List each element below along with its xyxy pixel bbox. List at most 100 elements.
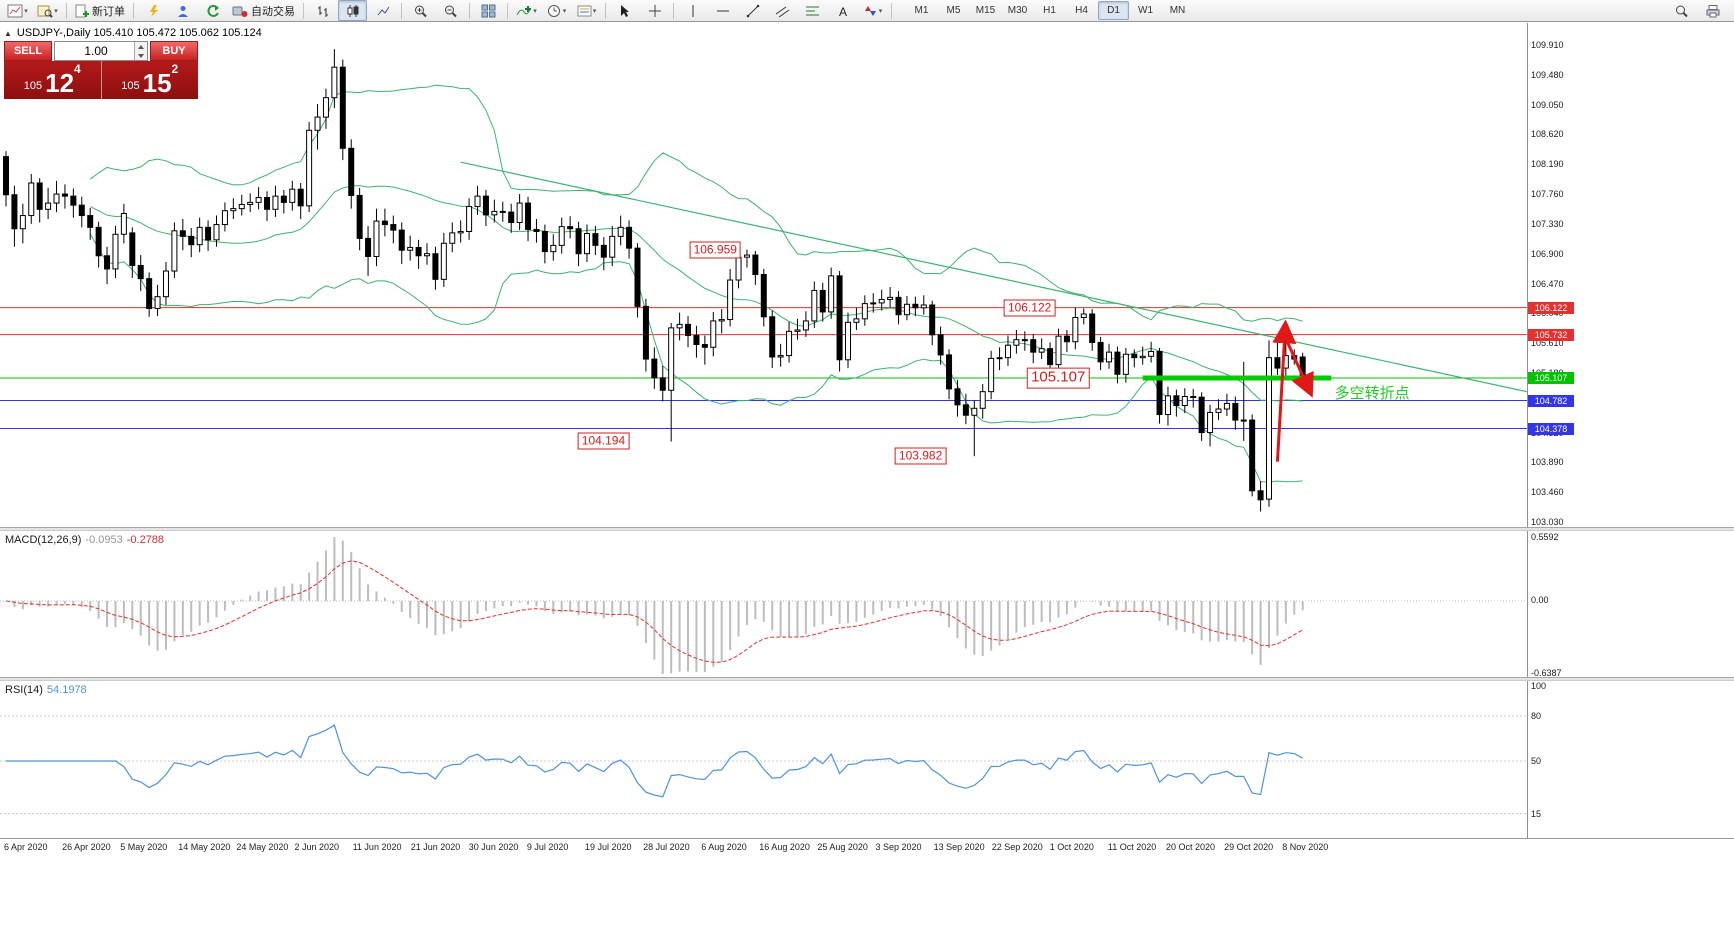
arrows-tool-icon — [864, 5, 876, 16]
timeframe-button-mn[interactable]: MN — [1169, 5, 1186, 16]
timeframe-button-h1[interactable]: H1 — [1043, 5, 1056, 16]
chart-annotation[interactable]: 106.122 — [1003, 299, 1056, 317]
refresh-icon — [206, 4, 219, 17]
search-button[interactable] — [1667, 0, 1696, 21]
toolbar-separator — [507, 2, 508, 19]
tile-windows-button[interactable] — [474, 0, 503, 21]
chart-plot-area[interactable] — [0, 23, 1527, 527]
zoom-in-button[interactable] — [406, 0, 435, 21]
panel-divider[interactable] — [0, 677, 1734, 681]
price-line-label: 105.732 — [1528, 328, 1574, 341]
time-axis[interactable]: 6 Apr 2020 26 Apr 2020 5 May 2020 14 May 20… — [0, 838, 1734, 857]
rsi-scale-label: 80 — [1531, 711, 1542, 721]
trendline-icon — [746, 4, 759, 17]
toolbar-separator — [469, 2, 470, 19]
periods-button[interactable]: ▾ — [542, 0, 571, 21]
rsi-scale-label: 15 — [1531, 808, 1542, 819]
y-axis-tick: 103.030 — [1531, 517, 1564, 527]
timeframe-button-h4[interactable]: H4 — [1075, 5, 1088, 16]
one-click-collapse-toggle[interactable]: ▲ — [4, 29, 12, 38]
sell-price-display[interactable]: 105 12 4 — [4, 61, 102, 99]
timeframe-button-w1[interactable]: W1 — [1138, 5, 1153, 16]
x-axis-label: 3 Sep 2020 — [875, 842, 922, 852]
chart-annotation[interactable]: 105.107 — [1027, 367, 1090, 389]
x-axis-label: 11 Jun 2020 — [352, 842, 402, 852]
bar-chart-icon — [317, 5, 328, 17]
bar-chart-button[interactable] — [308, 0, 337, 21]
arrows-tool-button[interactable]: ▾ — [858, 0, 887, 21]
svg-text:A: A — [839, 5, 847, 18]
profiles-icon — [37, 5, 53, 18]
sell-button[interactable]: SELL — [4, 41, 52, 61]
symbol-ohlc-text: USDJPY-,Daily 105.410 105.472 105.062 10… — [16, 27, 262, 39]
new-chart-button[interactable]: ▾ — [3, 0, 32, 21]
spinner-up-icon[interactable] — [135, 42, 147, 51]
rsi-scale-label: 50 — [1531, 756, 1542, 766]
channel-button[interactable] — [768, 0, 797, 21]
timeframe-button-m5[interactable]: M5 — [946, 5, 961, 16]
chevron-down-icon: ▾ — [24, 7, 28, 15]
crosshair-button[interactable] — [640, 0, 669, 21]
print-button[interactable] — [1698, 0, 1727, 21]
chart-annotation[interactable]: 104.194 — [577, 432, 630, 450]
toolbar-separator — [673, 2, 674, 19]
refresh-button[interactable] — [198, 0, 227, 21]
market-watch-button[interactable] — [168, 0, 197, 21]
metaeditor-button[interactable] — [138, 0, 167, 21]
timeframe-button-d1[interactable]: D1 — [1098, 1, 1129, 20]
buy-price-display[interactable]: 105 15 2 — [102, 61, 199, 99]
indicators-button[interactable]: ▾ — [512, 0, 541, 21]
buy-button[interactable]: BUY — [150, 41, 198, 61]
chart-annotations-layer: 106.959 106.122 105.107 104.194 103.982 多空转折点 — [0, 23, 1527, 527]
horizontal-line-icon — [716, 10, 729, 11]
profiles-button[interactable]: ▾ — [33, 0, 62, 21]
cursor-button[interactable] — [610, 0, 639, 21]
spinner-down-icon[interactable] — [135, 51, 147, 60]
x-axis-label: 8 Nov 2020 — [1282, 842, 1329, 852]
macd-main-value: -0.0953 — [85, 534, 123, 546]
y-axis-tick: 109.910 — [1531, 40, 1564, 50]
macd-signal-value: -0.2788 — [126, 534, 165, 546]
turning-point-note[interactable]: 多空转折点 — [1334, 385, 1410, 403]
chart-annotation[interactable]: 106.959 — [689, 241, 741, 259]
volume-spinner — [134, 42, 147, 60]
x-axis-label: 16 Aug 2020 — [759, 842, 810, 852]
x-axis-label: 5 May 2020 — [120, 842, 168, 852]
rsi-value: 54.1978 — [46, 684, 87, 696]
toolbar-separator — [66, 2, 67, 19]
macd-scale-zero: 0.00 — [1531, 595, 1549, 605]
vertical-line-icon — [692, 4, 693, 17]
crosshair-icon — [648, 4, 661, 17]
zoom-out-button[interactable] — [436, 0, 465, 21]
x-axis-label: 21 Jun 2020 — [410, 842, 461, 852]
x-axis-label: 1 Oct 2020 — [1049, 842, 1094, 852]
y-axis-tick: 104.320 — [1531, 427, 1564, 438]
x-axis-label: 29 Oct 2020 — [1224, 842, 1274, 852]
macd-plot-area[interactable] — [0, 531, 1527, 677]
vertical-line-button[interactable] — [678, 0, 707, 21]
x-axis-label: 28 Jul 2020 — [643, 842, 690, 852]
chart-annotation[interactable]: 103.982 — [894, 447, 947, 465]
macd-name: MACD(12,26,9) — [5, 534, 82, 546]
cursor-icon — [621, 4, 629, 17]
candlestick-button[interactable] — [338, 0, 367, 21]
timeframe-button-m30[interactable]: M30 — [1007, 5, 1028, 16]
new-order-button[interactable]: 新订单 — [71, 0, 129, 21]
sell-price-point: 4 — [74, 62, 81, 76]
panel-divider[interactable] — [0, 527, 1734, 531]
line-chart-button[interactable] — [368, 0, 397, 21]
horizontal-line-button[interactable] — [708, 0, 737, 21]
autotrading-button[interactable]: 自动交易 — [228, 0, 299, 21]
rsi-plot-area[interactable] — [0, 681, 1527, 838]
templates-button[interactable]: ▾ — [572, 0, 601, 21]
volume-input[interactable] — [55, 42, 147, 60]
y-axis-tick: 107.760 — [1531, 189, 1564, 200]
y-axis-tick: 103.890 — [1531, 457, 1564, 468]
trendline-button[interactable] — [738, 0, 767, 21]
fibonacci-button[interactable] — [798, 0, 827, 21]
timeframe-button-m15[interactable]: M15 — [975, 5, 996, 16]
text-button[interactable]: A — [828, 0, 857, 21]
timeframe-button-m1[interactable]: M1 — [914, 5, 929, 16]
timeframe-group: M1 M5 M15 M30 H1 H4 D1 W1 MN — [906, 1, 1193, 20]
chevron-down-icon: ▾ — [878, 7, 883, 15]
